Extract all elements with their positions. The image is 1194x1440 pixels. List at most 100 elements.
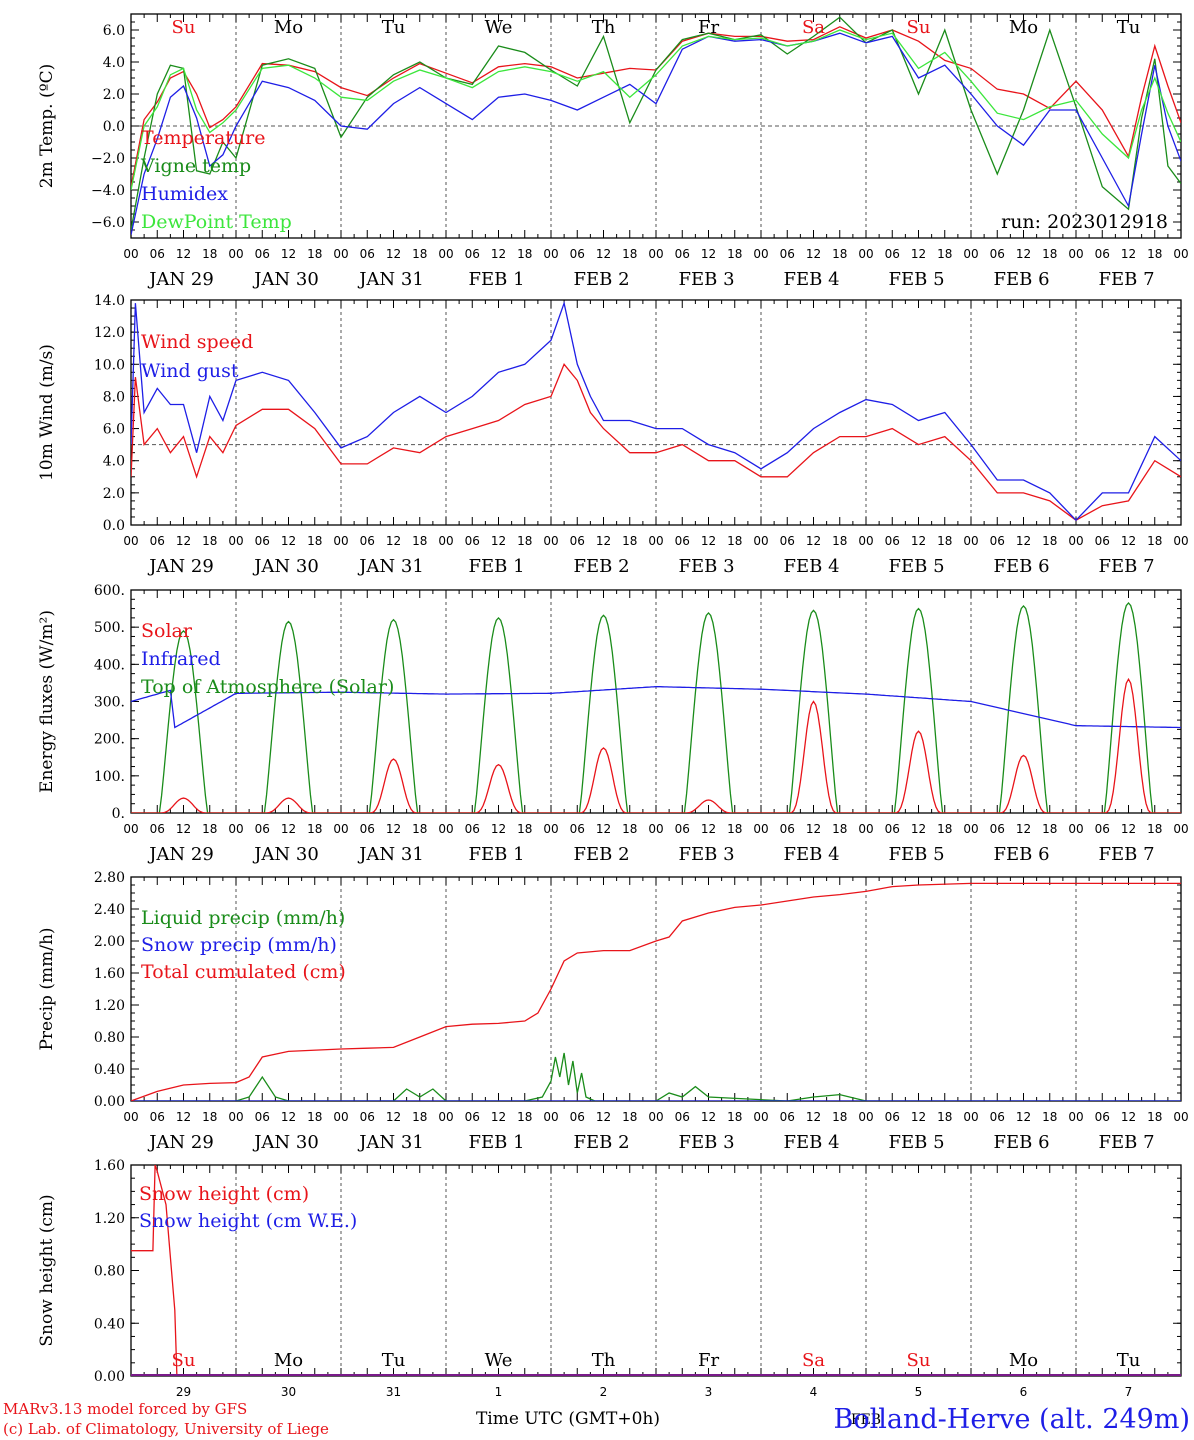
legend-entry: Humidex [141,183,228,205]
hour-label: 00 [1173,822,1188,836]
panel-wind: 14.0 12.0 10.0 8.0 6.0 4.0 2.0 0.0 10m Wind (m/s… [37,293,1189,577]
hour-label: 12 [386,1110,401,1124]
day-name: Tu [382,17,406,38]
date-label: FEB 7 [1098,269,1154,290]
hour-label: 18 [202,247,217,261]
date-label: JAN 30 [252,1132,319,1153]
hour-label: 18 [832,247,847,261]
y-tick-label: 100. [94,769,125,785]
legend-entry: Infrared [141,648,221,670]
date-label: FEB 4 [783,556,839,577]
y-tick-label: 6.0 [103,23,125,39]
hour-label: 06 [780,534,795,548]
hour-label: 12 [701,822,716,836]
hour-label: 12 [1121,534,1136,548]
hour-label: 06 [885,822,900,836]
hour-label: 00 [438,247,453,261]
y-tick-label: 1.20 [94,998,125,1014]
hour-label: 06 [360,1110,375,1124]
hour-label: 06 [465,1110,480,1124]
date-label: FEB 6 [993,1132,1049,1153]
legend-entry: Total cumulated (cm) [141,961,346,983]
day-number: 31 [386,1385,401,1399]
day-name: Mo [1009,17,1038,38]
hour-label: 06 [780,247,795,261]
hour-label: 00 [123,1110,138,1124]
hour-label: 18 [517,822,532,836]
y-tick-label: 2.0 [103,486,125,502]
day-number: 3 [705,1385,713,1399]
y-tick-label: 8.0 [103,389,125,405]
y-tick-label: 0.40 [94,1316,125,1332]
date-label: FEB 7 [1098,1132,1154,1153]
day-name: Sa [802,17,825,38]
series-line-total-cumulated-cm [131,882,1181,1101]
hour-label: 12 [596,1110,611,1124]
hour-label: 18 [727,822,742,836]
hour-label: 00 [753,822,768,836]
hour-label: 18 [937,534,952,548]
hour-label: 00 [543,534,558,548]
date-label: FEB 3 [678,844,734,865]
y-tick-label: 0.80 [94,1264,125,1280]
hour-label: 18 [307,534,322,548]
y-axis-label: Energy fluxes (W/m²) [37,610,57,793]
day-number: 29 [176,1385,191,1399]
date-label: FEB 5 [888,269,944,290]
date-label: JAN 31 [357,1132,424,1153]
hour-label: 06 [675,822,690,836]
hour-label: 00 [648,822,663,836]
hour-label: 00 [858,247,873,261]
hour-label: 00 [648,1110,663,1124]
hour-label: 00 [333,534,348,548]
date-label: FEB 7 [1098,844,1154,865]
hour-label: 00 [1173,534,1188,548]
hour-label: 00 [438,534,453,548]
hour-label: 06 [255,247,270,261]
hour-label: 12 [1016,534,1031,548]
y-tick-label: −4.0 [91,183,125,199]
hour-label: 18 [517,247,532,261]
hour-label: 00 [228,822,243,836]
legend-entry: Wind gust [141,360,239,382]
hour-label: 18 [937,1110,952,1124]
date-label: JAN 30 [252,844,319,865]
date-label: FEB 2 [573,269,629,290]
hour-label: 12 [911,534,926,548]
hour-label: 18 [622,822,637,836]
panel-energy: 600. 500. 400. 300. 200. 100. 0. Energy fluxes … [37,583,1189,865]
y-tick-label: 1.60 [94,966,125,982]
y-tick-label: 4.0 [103,454,125,470]
series-line-solar [131,677,1181,813]
hour-label: 18 [727,1110,742,1124]
hour-label: 06 [255,534,270,548]
date-label: FEB 6 [993,269,1049,290]
date-label: JAN 29 [147,269,214,290]
hour-label: 00 [1068,247,1083,261]
hour-label: 00 [123,534,138,548]
hour-label: 06 [780,1110,795,1124]
day-name: Su [907,17,931,38]
day-name: Su [172,1350,196,1371]
y-axis-label: Snow height (cm) [37,1194,57,1346]
hour-label: 00 [753,534,768,548]
hour-label: 06 [1095,1110,1110,1124]
bottom-month-label: FEB [851,1412,881,1428]
hour-label: 12 [701,1110,716,1124]
legend-entry: Top of Atmosphere (Solar) [141,676,394,698]
hour-label: 00 [333,1110,348,1124]
date-label: JAN 30 [252,556,319,577]
hour-label: 18 [832,1110,847,1124]
date-label: JAN 30 [252,269,319,290]
hour-label: 12 [386,822,401,836]
y-tick-label: 14.0 [94,293,125,309]
station-name: Bolland-Herve (alt. 249m) [834,1404,1190,1435]
hour-label: 12 [491,822,506,836]
hour-label: 12 [176,822,191,836]
date-label: JAN 31 [357,269,424,290]
legend-entry: Snow height (cm) [139,1183,309,1205]
plot-frame [130,589,1182,814]
hour-label: 18 [412,247,427,261]
date-label: JAN 29 [147,844,214,865]
hour-label: 18 [622,534,637,548]
